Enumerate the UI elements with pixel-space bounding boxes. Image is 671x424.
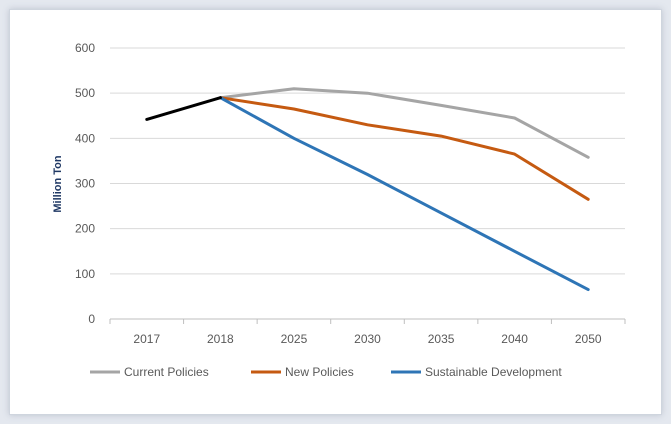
y-tick-label: 500 [75, 86, 95, 100]
y-tick-label: 300 [75, 177, 95, 191]
series-line-1 [218, 87, 590, 159]
series-lines [145, 87, 590, 292]
y-tick-label: 100 [75, 267, 95, 281]
x-tick-label: 2018 [207, 332, 234, 346]
y-tick-label: 200 [75, 222, 95, 236]
y-tick-labels: 0 100 200 300 400 500 600 [75, 41, 95, 326]
x-tick-label: 2030 [354, 332, 381, 346]
line-chart: 0 100 200 300 400 500 600 2017 2018 2025 2030 2035… [52, 41, 626, 379]
x-tick-label: 2050 [575, 332, 602, 346]
x-tick-labels: 2017 2018 2025 2030 2035 2040 2050 [133, 332, 601, 346]
legend: Current Policies New Policies Sustainable … [90, 365, 562, 379]
legend-label: Current Policies [124, 365, 209, 379]
x-tick-label: 2017 [133, 332, 160, 346]
x-tick-label: 2025 [281, 332, 308, 346]
legend-label: New Policies [285, 365, 354, 379]
x-tick-label: 2040 [501, 332, 528, 346]
y-tick-label: 600 [75, 41, 95, 55]
gridlines [109, 47, 626, 324]
y-axis-label: Million Ton [52, 155, 64, 213]
y-tick-label: 0 [88, 312, 95, 326]
legend-label: Sustainable Development [425, 365, 562, 379]
y-tick-label: 400 [75, 131, 95, 145]
x-tick-label: 2035 [428, 332, 455, 346]
historical-line [145, 96, 222, 121]
series-line-2 [218, 96, 590, 201]
series-line-3 [218, 96, 590, 292]
chart-card: 0 100 200 300 400 500 600 2017 2018 2025 2030 2035… [9, 9, 662, 415]
